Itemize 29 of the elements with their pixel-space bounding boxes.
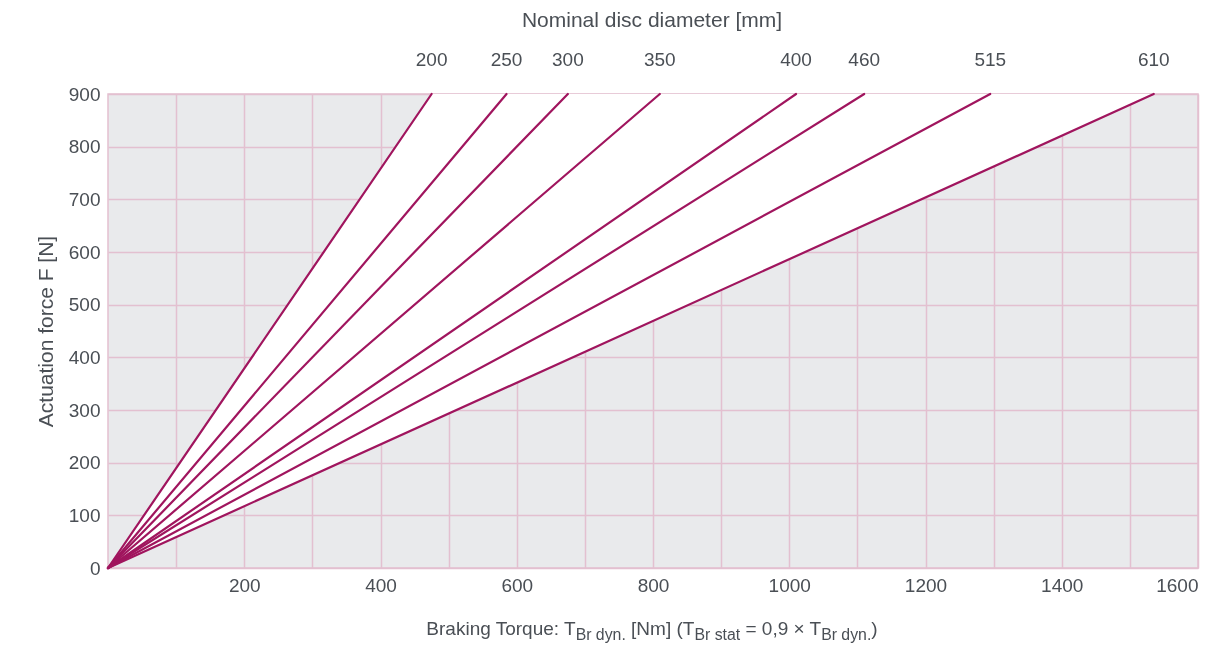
series-label: 200 (415, 49, 448, 70)
y-tick-label: 500 (68, 294, 101, 316)
y-tick-label: 600 (68, 241, 101, 263)
x-tick-label: 1600 (1156, 574, 1199, 596)
y-tick-label: 300 (68, 399, 101, 421)
x2-axis-title: Nominal disc diameter [mm] (520, 8, 784, 32)
series-label: 350 (643, 49, 676, 70)
x-tick-label: 600 (501, 574, 534, 596)
series-label: 250 (490, 49, 523, 70)
x-tick-label: 800 (637, 574, 670, 596)
y-tick-label: 800 (68, 136, 101, 158)
x-tick-label: 1000 (768, 574, 811, 596)
series-label: 460 (848, 49, 881, 70)
y-axis-title: Actuation force F [N] (33, 235, 57, 428)
series-label: 610 (1137, 49, 1170, 70)
y-tick-label: 900 (68, 83, 101, 105)
series-label: 300 (551, 49, 584, 70)
series-label: 400 (780, 49, 812, 70)
x-axis-title: Braking Torque: T$_{Br dyn.}$ [Nm] (T$_{Br stat}$ = 0,9 × T$_{Br dyn.}$) (425, 618, 879, 644)
series-label: 515 (974, 49, 1007, 70)
x-tick-label: 1400 (1041, 574, 1084, 596)
x-tick-label: 1200 (904, 574, 948, 596)
x-tick-label: 200 (228, 574, 261, 596)
y-tick-label: 400 (68, 346, 101, 368)
y-tick-label: 700 (68, 188, 101, 210)
y-tick-label: 200 (68, 452, 101, 474)
y-tick-label: 0 (89, 557, 101, 579)
x-tick-label: 400 (365, 574, 397, 596)
y-tick-label: 100 (68, 504, 101, 526)
